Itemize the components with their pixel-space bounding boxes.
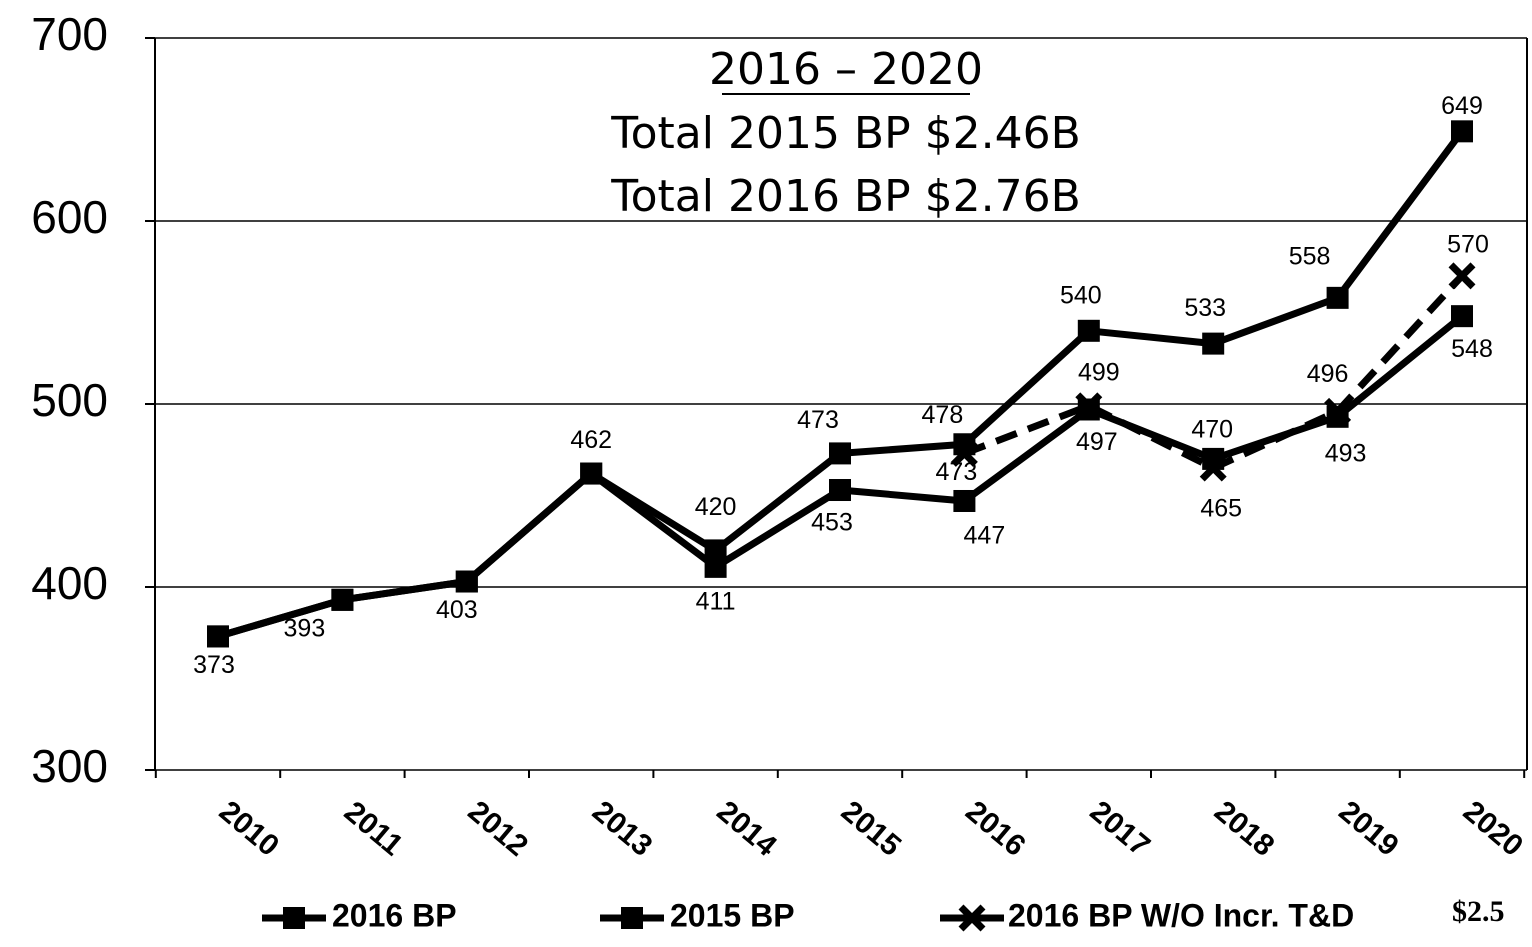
marker [950,439,978,467]
legend-label: 2016 BP W/O Incr. T&D [1008,897,1354,933]
marker [1451,305,1473,328]
marker [829,442,851,465]
marker [1077,319,1100,342]
data-label: 453 [811,509,853,537]
y-tick-label: 300 [31,740,108,792]
marker [1199,454,1227,482]
data-label: 570 [1447,231,1489,259]
marker [331,588,354,611]
x-tick-label: 2019 [1332,795,1404,863]
x-tick-label: 2012 [462,795,534,863]
marker [1324,397,1352,425]
data-label: 533 [1184,294,1226,322]
legend-item: 2016 BP [262,897,457,933]
x-tick-label: 2016 [959,795,1031,863]
data-label: 499 [1078,358,1120,386]
marker [1326,286,1349,309]
marker [829,479,851,502]
marker [1448,262,1476,290]
data-label: 558 [1289,242,1331,270]
data-label: 470 [1191,416,1233,444]
x-tick-label: 2018 [1208,795,1280,863]
marker [1202,332,1225,355]
x-tick-label: 2015 [835,795,907,863]
y-tick-label: 500 [31,374,108,426]
data-label: 649 [1441,92,1483,120]
legend-item: 2016 BP W/O Incr. T&D [940,897,1354,933]
data-label: 473 [797,406,839,434]
data-label: 465 [1200,495,1242,523]
data-label: 496 [1307,360,1349,388]
marker [1451,120,1473,143]
data-label: 548 [1451,335,1493,363]
data-label: 373 [193,651,235,679]
x-tick-label: 2014 [710,795,783,863]
legend-label: 2015 BP [670,897,795,933]
data-label: 411 [696,587,736,615]
marker [953,489,976,512]
data-label: 493 [1325,439,1367,467]
legend-label: 2016 BP [332,897,457,933]
x-tick-label: 2020 [1457,795,1529,863]
footnote: $2.5 [1452,895,1505,928]
marker [1326,405,1349,428]
annotation: Total 2016 BP $2.76B [610,171,1081,222]
annotation: 2016 – 2020 [709,44,983,95]
data-label: 403 [436,596,478,624]
data-label: 420 [695,493,737,521]
marker [283,907,305,929]
annotation: Total 2015 BP $2.46B [610,108,1081,159]
data-label: 473 [936,458,978,486]
marker [455,570,478,593]
data-label: 447 [964,522,1006,550]
data-label: 540 [1060,281,1102,309]
x-tick-label: 2013 [586,795,658,863]
y-tick-label: 400 [31,557,108,609]
legend-item: 2015 BP [600,897,795,933]
x-tick-label: 2017 [1084,795,1156,863]
data-label: 478 [922,401,964,429]
x-tick-label: 2010 [213,795,285,863]
marker [621,907,643,929]
marker [1075,392,1103,420]
data-label: 462 [570,426,612,454]
data-label: 393 [284,614,326,642]
series-line [217,313,1465,640]
marker [704,555,727,578]
y-tick-label: 700 [31,8,108,60]
marker [580,462,603,485]
x-tick-label: 2011 [338,795,409,862]
marker [958,904,986,932]
marker [207,625,229,648]
data-label: 497 [1076,428,1118,456]
y-tick-label: 600 [31,191,108,243]
